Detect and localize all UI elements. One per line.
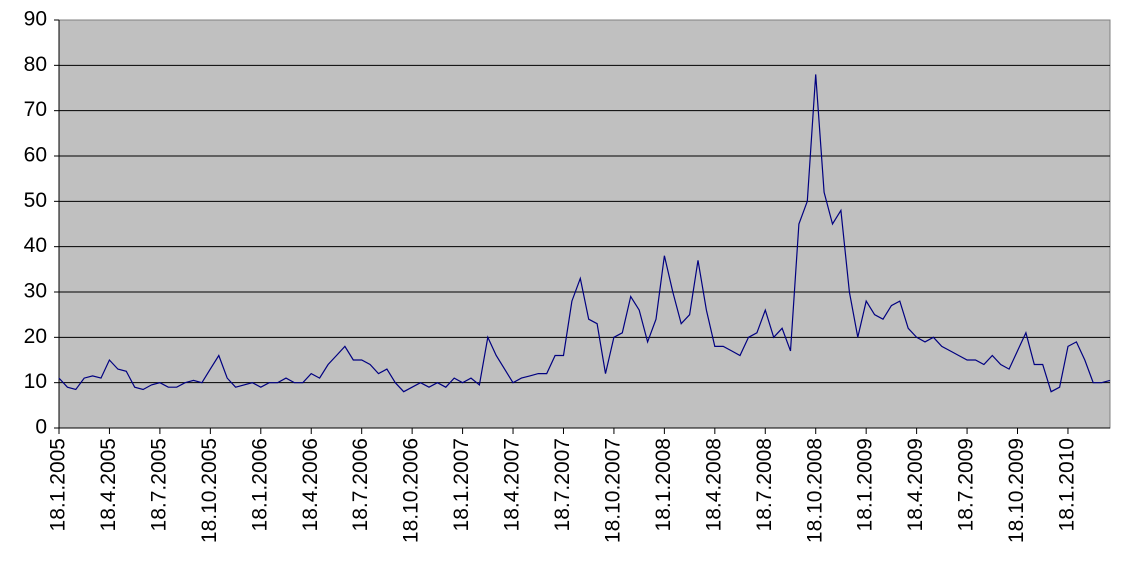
x-tick-label: 18.1.2005 <box>47 438 70 531</box>
x-tick-label: 18.7.2009 <box>955 438 978 531</box>
y-tick-label: 50 <box>24 189 47 212</box>
line-series <box>58 74 1111 393</box>
x-tick-label: 18.1.2006 <box>248 438 271 531</box>
x-tick-label: 18.4.2009 <box>904 438 927 531</box>
x-tick-label: 18.4.2008 <box>702 438 725 531</box>
x-tick-label: 18.1.2010 <box>1056 438 1079 531</box>
x-tick-label: 18.7.2005 <box>147 438 170 531</box>
x-tick-label: 18.10.2007 <box>601 438 624 543</box>
x-tick-label: 18.10.2006 <box>400 438 423 543</box>
x-tick-label: 18.7.2007 <box>551 438 574 531</box>
x-tick-label: 18.10.2009 <box>1005 438 1028 543</box>
x-tick-label: 18.1.2008 <box>652 438 675 531</box>
x-tick-label: 18.10.2005 <box>198 438 221 543</box>
y-tick-label: 70 <box>24 98 47 121</box>
x-tick-label: 18.4.2006 <box>299 438 322 531</box>
y-tick-label: 60 <box>24 144 47 167</box>
y-tick-label: 0 <box>35 416 47 439</box>
y-tick-label: 80 <box>24 53 47 76</box>
x-tick-label: 18.4.2005 <box>97 438 120 531</box>
plot-area <box>58 19 1111 429</box>
x-tick-label: 18.4.2007 <box>501 438 524 531</box>
y-tick-label: 30 <box>24 280 47 303</box>
x-tick-label: 18.7.2008 <box>753 438 776 531</box>
y-tick-label: 90 <box>24 8 47 31</box>
x-tick-label: 18.7.2006 <box>349 438 372 531</box>
y-tick-label: 20 <box>24 325 47 348</box>
y-tick-label: 10 <box>24 370 47 393</box>
x-tick-label: 18.1.2009 <box>854 438 877 531</box>
x-tick-label: 18.10.2008 <box>803 438 826 543</box>
x-tick-label: 18.1.2007 <box>450 438 473 531</box>
y-tick-label: 40 <box>24 234 47 257</box>
